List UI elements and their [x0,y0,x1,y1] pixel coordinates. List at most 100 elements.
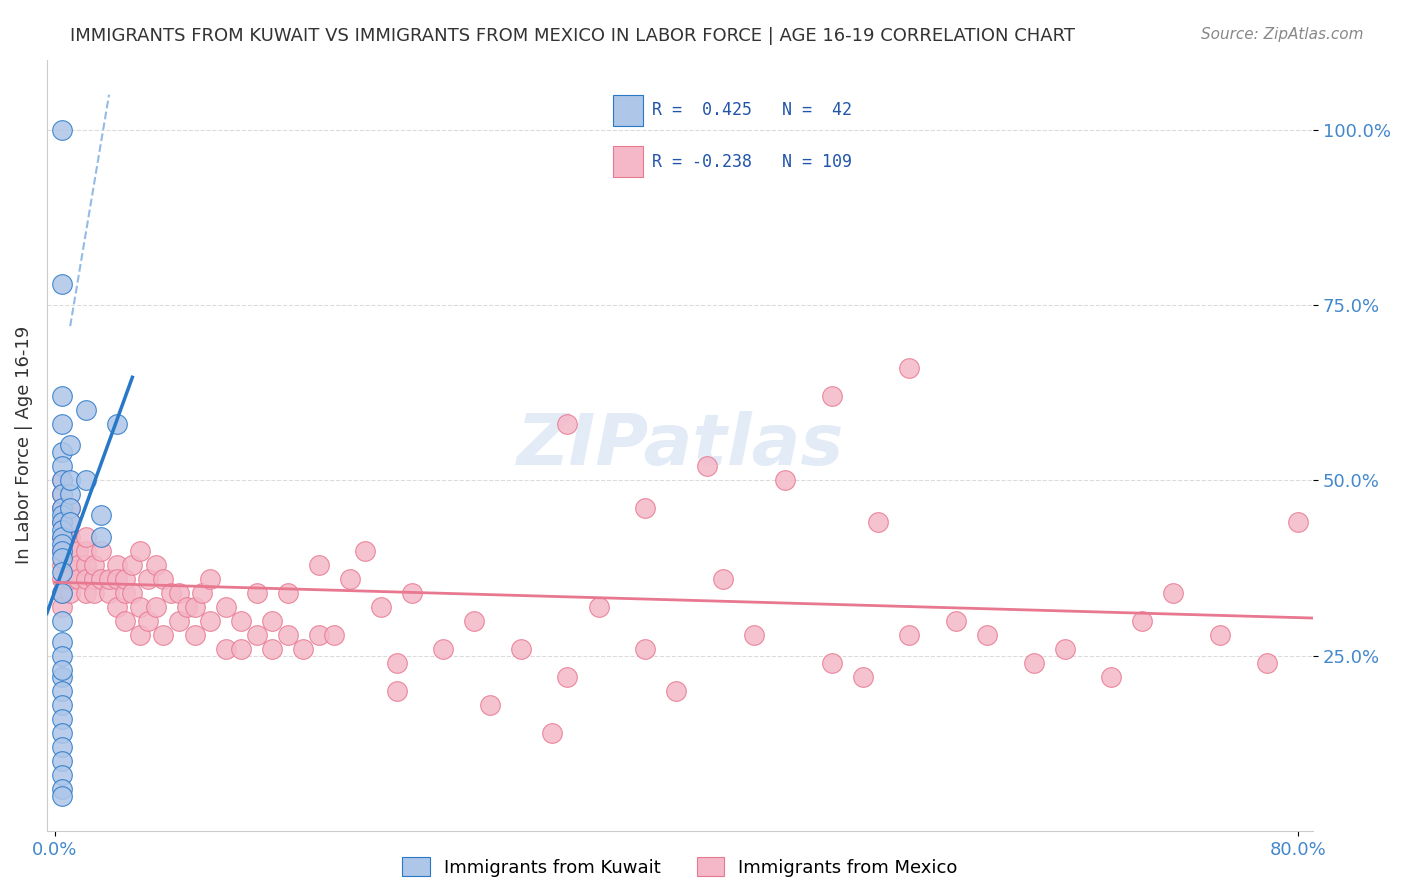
Point [83,558,105,572]
Point [820,656,842,670]
Point [51,523,73,537]
Point [59,501,82,516]
Point [90,508,112,523]
Point [588,599,610,614]
Text: R =  0.425   N =  42: R = 0.425 N = 42 [652,102,852,120]
Point [51,516,73,530]
Point [105,417,128,432]
Point [114,585,136,599]
Point [898,628,921,642]
Point [152,628,174,642]
Point [898,361,921,376]
Point [90,543,112,558]
Point [136,572,159,586]
Point [59,516,82,530]
Point [83,585,105,599]
Point [51,754,73,768]
Point [51,739,73,754]
Point [129,599,152,614]
Point [51,445,73,459]
Point [136,614,159,628]
Point [308,628,330,642]
Point [51,614,73,628]
Point [66,543,89,558]
Point [354,543,377,558]
Point [191,585,214,599]
Point [51,529,73,543]
Text: ZIPatlas: ZIPatlas [516,411,844,480]
Point [292,641,315,656]
Point [59,529,82,543]
Point [59,501,82,516]
Point [51,516,73,530]
Point [59,585,82,599]
Point [51,634,73,648]
Point [51,474,73,488]
Point [75,585,97,599]
Point [167,614,190,628]
Point [711,572,734,586]
Point [51,558,73,572]
Point [75,572,97,586]
Point [246,585,269,599]
Point [557,417,579,432]
Point [129,543,152,558]
Point [262,641,284,656]
Point [75,543,97,558]
Point [114,614,136,628]
Point [51,585,73,599]
Point [51,474,73,488]
Point [1256,656,1278,670]
Point [509,641,531,656]
Point [59,474,82,488]
Point [51,698,73,712]
Point [114,572,136,586]
Point [1053,641,1076,656]
Point [59,558,82,572]
Point [51,648,73,663]
Point [160,585,183,599]
Point [214,641,236,656]
Point [83,572,105,586]
Point [121,558,143,572]
Point [59,487,82,501]
Point [1286,516,1309,530]
Point [1209,628,1232,642]
Point [852,670,875,684]
Point [129,628,152,642]
Point [167,585,190,599]
Point [51,508,73,523]
Point [1099,670,1122,684]
Point [1022,656,1045,670]
Point [51,501,73,516]
Bar [613,95,643,126]
Point [152,572,174,586]
Point [51,459,73,474]
Point [541,726,564,740]
Point [370,599,392,614]
Point [66,572,89,586]
Point [183,599,205,614]
Point [51,670,73,684]
Point [105,558,128,572]
Point [634,641,657,656]
Point [229,614,252,628]
Point [51,389,73,403]
Point [176,599,198,614]
Point [1130,614,1153,628]
Point [105,599,128,614]
Point [51,543,73,558]
Point [51,712,73,726]
Point [121,585,143,599]
Point [90,529,112,543]
Point [75,529,97,543]
Point [339,572,361,586]
Point [868,516,890,530]
Point [51,536,73,550]
Point [51,277,73,291]
Point [262,614,284,628]
Point [183,628,205,642]
Point [385,656,408,670]
Point [308,558,330,572]
Point [59,438,82,452]
